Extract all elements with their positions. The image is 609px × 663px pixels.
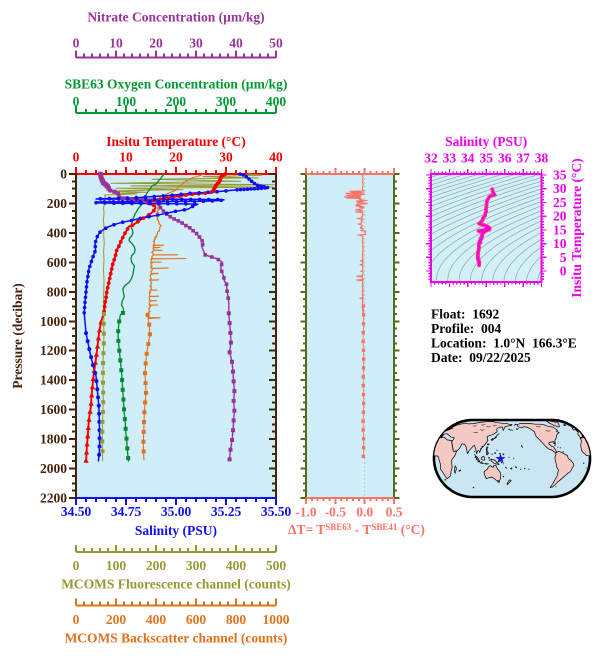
svg-text:-0.5: -0.5 bbox=[325, 505, 347, 520]
svg-text:30: 30 bbox=[553, 181, 567, 196]
svg-text:10: 10 bbox=[553, 236, 567, 251]
svg-text:100: 100 bbox=[106, 558, 127, 573]
svg-text:Nitrate Concentration (µm/kg): Nitrate Concentration (µm/kg) bbox=[87, 10, 264, 25]
svg-text:Salinity (PSU): Salinity (PSU) bbox=[445, 134, 527, 149]
svg-text:10: 10 bbox=[119, 150, 133, 165]
svg-text:Pressure (decibar): Pressure (decibar) bbox=[10, 283, 25, 389]
svg-text:600: 600 bbox=[47, 255, 68, 270]
svg-text:Insitu Temperature (°C): Insitu Temperature (°C) bbox=[106, 134, 245, 149]
svg-text:Location: 1.0°N 166.3°E: Location: 1.0°N 166.3°E bbox=[431, 336, 577, 351]
svg-text:1400: 1400 bbox=[40, 373, 67, 388]
svg-text:2000: 2000 bbox=[40, 461, 67, 476]
svg-text:20: 20 bbox=[553, 209, 567, 224]
svg-text:800: 800 bbox=[47, 284, 68, 299]
svg-text:100: 100 bbox=[116, 94, 137, 109]
svg-text:Profile: 004: Profile: 004 bbox=[431, 321, 501, 336]
svg-text:35.50: 35.50 bbox=[261, 504, 292, 519]
svg-text:0: 0 bbox=[560, 264, 567, 279]
svg-text:MCOMS Fluorescence channel (co: MCOMS Fluorescence channel (counts) bbox=[61, 577, 291, 592]
svg-text:0: 0 bbox=[73, 36, 80, 51]
svg-text:600: 600 bbox=[186, 612, 207, 627]
svg-text:0: 0 bbox=[73, 612, 80, 627]
svg-text:200: 200 bbox=[166, 94, 187, 109]
svg-text:400: 400 bbox=[47, 225, 68, 240]
svg-text:35.25: 35.25 bbox=[211, 504, 242, 519]
svg-text:35.00: 35.00 bbox=[161, 504, 192, 519]
svg-text:35: 35 bbox=[479, 151, 493, 166]
svg-text:ΔT= TSBE63 - TSBE41 (°C): ΔT= TSBE63 - TSBE41 (°C) bbox=[288, 522, 425, 537]
svg-text:1000: 1000 bbox=[263, 612, 290, 627]
svg-text:Float: 1692: Float: 1692 bbox=[431, 307, 499, 322]
svg-text:800: 800 bbox=[226, 612, 247, 627]
svg-text:20: 20 bbox=[169, 150, 183, 165]
svg-text:25: 25 bbox=[553, 195, 567, 210]
svg-text:1800: 1800 bbox=[40, 432, 67, 447]
svg-text:1600: 1600 bbox=[40, 402, 67, 417]
svg-text:SBE63 Oxygen Concentration (µm: SBE63 Oxygen Concentration (µm/kg) bbox=[65, 77, 288, 92]
svg-text:20: 20 bbox=[149, 36, 163, 51]
svg-text:0.5: 0.5 bbox=[386, 505, 403, 520]
svg-text:0: 0 bbox=[73, 558, 80, 573]
svg-text:Date: 09/22/2025: Date: 09/22/2025 bbox=[431, 350, 531, 365]
svg-text:40: 40 bbox=[229, 36, 243, 51]
svg-text:40: 40 bbox=[269, 150, 283, 165]
svg-text:30: 30 bbox=[189, 36, 203, 51]
svg-text:0: 0 bbox=[73, 150, 80, 165]
svg-text:10: 10 bbox=[109, 36, 123, 51]
svg-text:5: 5 bbox=[560, 250, 567, 265]
svg-text:15: 15 bbox=[553, 222, 567, 237]
svg-text:200: 200 bbox=[106, 612, 127, 627]
svg-text:1000: 1000 bbox=[40, 314, 67, 329]
svg-text:50: 50 bbox=[269, 36, 283, 51]
svg-text:-1.0: -1.0 bbox=[295, 505, 317, 520]
svg-text:200: 200 bbox=[146, 558, 167, 573]
svg-text:400: 400 bbox=[266, 94, 287, 109]
svg-text:200: 200 bbox=[47, 196, 68, 211]
svg-text:300: 300 bbox=[216, 94, 237, 109]
svg-text:32: 32 bbox=[424, 151, 438, 166]
svg-text:33: 33 bbox=[443, 151, 457, 166]
svg-text:37: 37 bbox=[516, 151, 530, 166]
svg-text:300: 300 bbox=[186, 558, 207, 573]
svg-text:MCOMS Backscatter channel (cou: MCOMS Backscatter channel (counts) bbox=[65, 631, 288, 646]
svg-text:34.50: 34.50 bbox=[61, 504, 92, 519]
svg-text:Insitu Temperature (°C): Insitu Temperature (°C) bbox=[569, 158, 584, 297]
svg-text:2200: 2200 bbox=[40, 491, 67, 506]
svg-text:30: 30 bbox=[219, 150, 233, 165]
svg-text:35: 35 bbox=[553, 168, 567, 183]
svg-text:Salinity (PSU): Salinity (PSU) bbox=[135, 523, 217, 538]
svg-text:34.75: 34.75 bbox=[111, 504, 142, 519]
svg-text:1200: 1200 bbox=[40, 343, 67, 358]
svg-text:36: 36 bbox=[498, 151, 512, 166]
svg-text:0.0: 0.0 bbox=[356, 505, 373, 520]
svg-text:500: 500 bbox=[266, 558, 287, 573]
svg-text:400: 400 bbox=[146, 612, 167, 627]
svg-text:400: 400 bbox=[226, 558, 247, 573]
svg-text:38: 38 bbox=[535, 151, 549, 166]
svg-text:0: 0 bbox=[73, 94, 80, 109]
svg-text:0: 0 bbox=[60, 167, 67, 182]
svg-text:34: 34 bbox=[461, 151, 475, 166]
